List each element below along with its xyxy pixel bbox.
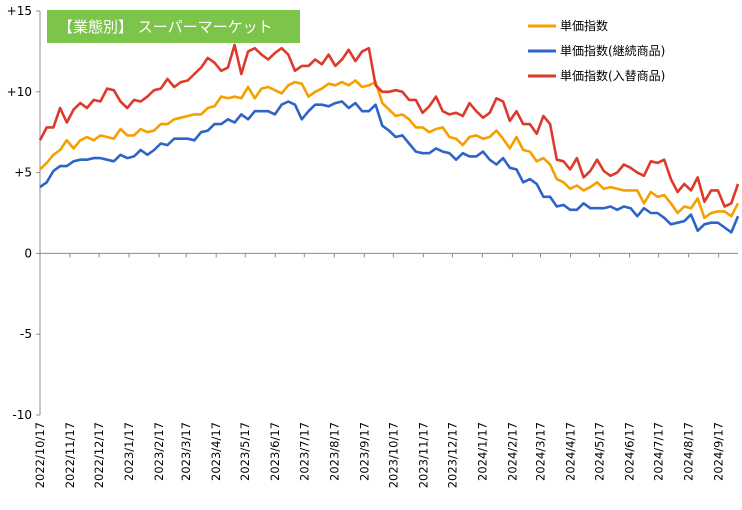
x-tick-label: 2023/7/17: [297, 422, 311, 481]
x-tick-label: 2024/8/17: [682, 422, 696, 481]
series-line-2: [39, 100, 740, 234]
series-line-3: [38, 43, 740, 208]
x-tick-label: 2023/6/17: [268, 422, 282, 481]
chart-title: 【業態別】 スーパーマーケット: [47, 10, 300, 43]
x-tick-label: 2023/11/17: [416, 422, 430, 488]
legend-label: 単価指数(入替商品): [560, 68, 665, 83]
x-tick-label: 2024/3/17: [534, 422, 548, 481]
legend-label: 単価指数: [560, 18, 608, 33]
chart-title-text: 【業態別】 スーパーマーケット: [58, 18, 273, 36]
x-tick-label: 2022/11/17: [63, 422, 77, 488]
series-line-1: [39, 79, 740, 220]
x-tick-label: 2023/8/17: [327, 422, 341, 481]
x-tick-label: 2023/3/17: [179, 422, 193, 481]
legend-label: 単価指数(継続商品): [560, 43, 665, 58]
y-tick-label: -10: [12, 408, 32, 422]
x-tick-label: 2024/2/17: [505, 422, 519, 481]
x-tick-label: 2023/10/17: [386, 422, 400, 488]
x-tick-label: 2023/5/17: [238, 422, 252, 481]
y-tick-label: +10: [7, 85, 32, 99]
x-tick-label: 2024/9/17: [712, 422, 726, 481]
chart-title-background: [47, 10, 300, 43]
y-tick-label: -5: [20, 327, 32, 341]
legend-item-1: 単価指数: [528, 18, 608, 33]
x-tick-label: 2023/12/17: [445, 422, 459, 488]
x-tick-label: 2023/2/17: [152, 422, 166, 481]
y-tick-label: +5: [14, 166, 32, 180]
axes: [39, 11, 738, 415]
x-tick-label: 2023/4/17: [209, 422, 223, 481]
y-tick-label: +15: [7, 4, 32, 18]
series-lines: [38, 43, 740, 234]
x-tick-label: 2023/1/17: [122, 422, 136, 481]
y-axis-ticks: -10 -5 0 +5 +10 +15: [7, 4, 40, 422]
legend-item-3: 単価指数(入替商品): [528, 68, 665, 83]
x-tick-label: 2024/7/17: [652, 422, 666, 481]
x-tick-label: 2024/1/17: [475, 422, 489, 481]
x-tick-label: 2022/10/17: [33, 422, 47, 488]
x-tick-label: 2024/4/17: [564, 422, 578, 481]
x-tick-label: 2024/5/17: [593, 422, 607, 481]
x-tick-label: 2024/6/17: [623, 422, 637, 481]
x-tick-label: 2023/9/17: [357, 422, 371, 481]
legend-item-2: 単価指数(継続商品): [528, 43, 665, 58]
y-tick-label: 0: [24, 246, 32, 260]
x-tick-label: 2022/12/17: [92, 422, 106, 488]
x-axis-ticks: 2022/10/17 2022/11/17 2022/12/17 2023/1/17 2…: [33, 253, 726, 488]
